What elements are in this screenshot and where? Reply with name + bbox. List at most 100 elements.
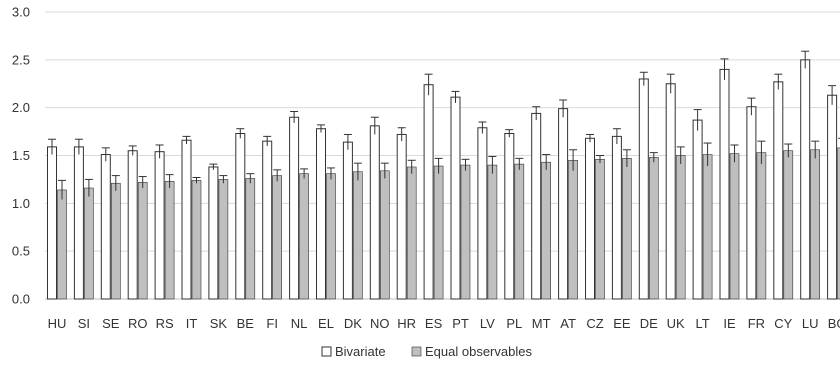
x-tick-label: DK — [344, 316, 362, 331]
bar-equal-observables — [702, 154, 713, 300]
x-tick-label: LV — [480, 316, 495, 331]
bar-bivariate — [504, 132, 515, 300]
bar-equal-observables — [487, 164, 498, 300]
bar-bivariate — [100, 154, 111, 300]
bar-bivariate — [208, 166, 219, 300]
bar-equal-observables — [111, 182, 121, 300]
x-tick-label: BG — [828, 316, 840, 331]
bar-equal-observables — [299, 173, 309, 300]
y-tick-label: 3.0 — [12, 5, 30, 20]
bar-bivariate — [477, 127, 488, 300]
bar-equal-observables — [84, 187, 94, 300]
legend-label: Equal observables — [425, 344, 532, 359]
bar-equal-observables — [460, 164, 471, 300]
bar-equal-observables — [622, 158, 632, 300]
bar-bivariate — [342, 141, 353, 300]
x-tick-label: NL — [291, 316, 308, 331]
x-tick-label: HU — [48, 316, 67, 331]
bar-equal-observables — [810, 149, 821, 300]
bar-bivariate — [316, 128, 326, 300]
bar-equal-observables — [756, 152, 767, 300]
bar-bivariate — [611, 135, 622, 300]
y-tick-label: 2.5 — [12, 52, 30, 67]
x-tick-label: NO — [370, 316, 390, 331]
x-tick-label: RO — [128, 316, 148, 331]
y-tick-label: 2.0 — [12, 100, 30, 115]
bar-equal-observables — [57, 189, 67, 300]
bar-bivariate — [773, 81, 784, 300]
bar-bivariate — [127, 150, 138, 300]
bar-bivariate — [262, 140, 273, 300]
bar-bivariate — [665, 83, 676, 300]
bar-bivariate — [154, 151, 165, 300]
bar-equal-observables — [729, 153, 740, 300]
x-tick-label: HR — [397, 316, 416, 331]
bar-bivariate — [585, 137, 595, 300]
bar-equal-observables — [164, 181, 175, 300]
y-tick-label: 0.0 — [12, 292, 30, 307]
bar-bivariate — [396, 133, 407, 300]
bar-bivariate — [746, 106, 757, 300]
x-tick-label: FI — [266, 316, 278, 331]
bar-bivariate — [800, 59, 811, 300]
legend-swatch — [321, 346, 332, 357]
bar-bivariate — [719, 68, 730, 300]
x-tick-label: CZ — [586, 316, 603, 331]
y-tick-label: 0.5 — [12, 244, 30, 259]
bar-bivariate — [450, 96, 461, 300]
bar-equal-observables — [272, 175, 283, 300]
bar-equal-observables — [137, 181, 148, 300]
bar-bivariate — [827, 94, 838, 300]
x-tick-label: SI — [78, 316, 90, 331]
bar-bivariate — [692, 119, 703, 300]
x-tick-label: ES — [425, 316, 443, 331]
x-tick-label: FR — [748, 316, 765, 331]
bar-bivariate — [558, 108, 569, 300]
x-tick-label: UK — [667, 316, 685, 331]
x-tick-label: LT — [695, 316, 709, 331]
x-tick-label: MT — [532, 316, 551, 331]
bar-equal-observables — [379, 170, 390, 300]
x-tick-label: AT — [560, 316, 576, 331]
bar-bivariate — [638, 78, 649, 300]
bar-bivariate — [235, 132, 246, 300]
x-tick-label: IE — [723, 316, 736, 331]
y-tick-label: 1.0 — [12, 196, 30, 211]
x-tick-label: SE — [102, 316, 120, 331]
bar-equal-observables — [326, 173, 336, 300]
bar-equal-observables — [568, 159, 578, 300]
bar-equal-observables — [675, 155, 686, 300]
y-tick-label: 1.5 — [12, 148, 30, 163]
bar-equal-observables — [783, 150, 794, 300]
x-tick-label: DE — [640, 316, 658, 331]
bar-equal-observables — [245, 178, 256, 300]
bar-bivariate — [531, 112, 542, 300]
bar-equal-observables — [433, 165, 444, 300]
x-tick-label: SK — [210, 316, 228, 331]
legend-label: Bivariate — [335, 344, 386, 359]
x-tick-label: CY — [774, 316, 792, 331]
x-tick-label: PL — [506, 316, 522, 331]
x-tick-label: EL — [318, 316, 334, 331]
bar-equal-observables — [595, 159, 605, 300]
bar-equal-observables — [648, 157, 659, 300]
bar-bivariate — [181, 139, 192, 300]
bar-equal-observables — [218, 179, 229, 300]
x-tick-label: RS — [156, 316, 174, 331]
bar-bivariate — [73, 146, 84, 300]
x-tick-label: BE — [237, 316, 255, 331]
x-tick-label: IT — [186, 316, 198, 331]
bar-equal-observables — [406, 166, 417, 300]
bar-equal-observables — [541, 161, 552, 300]
bar-equal-observables — [514, 163, 525, 300]
x-tick-label: EE — [613, 316, 631, 331]
bar-bivariate — [369, 125, 380, 300]
bar-equal-observables — [353, 171, 363, 300]
bar-equal-observables — [191, 180, 202, 300]
bar-bivariate — [289, 116, 300, 300]
bar-equal-observables — [837, 147, 840, 300]
bar-bivariate — [423, 84, 434, 300]
legend-swatch — [411, 346, 422, 357]
x-tick-label: PT — [452, 316, 469, 331]
